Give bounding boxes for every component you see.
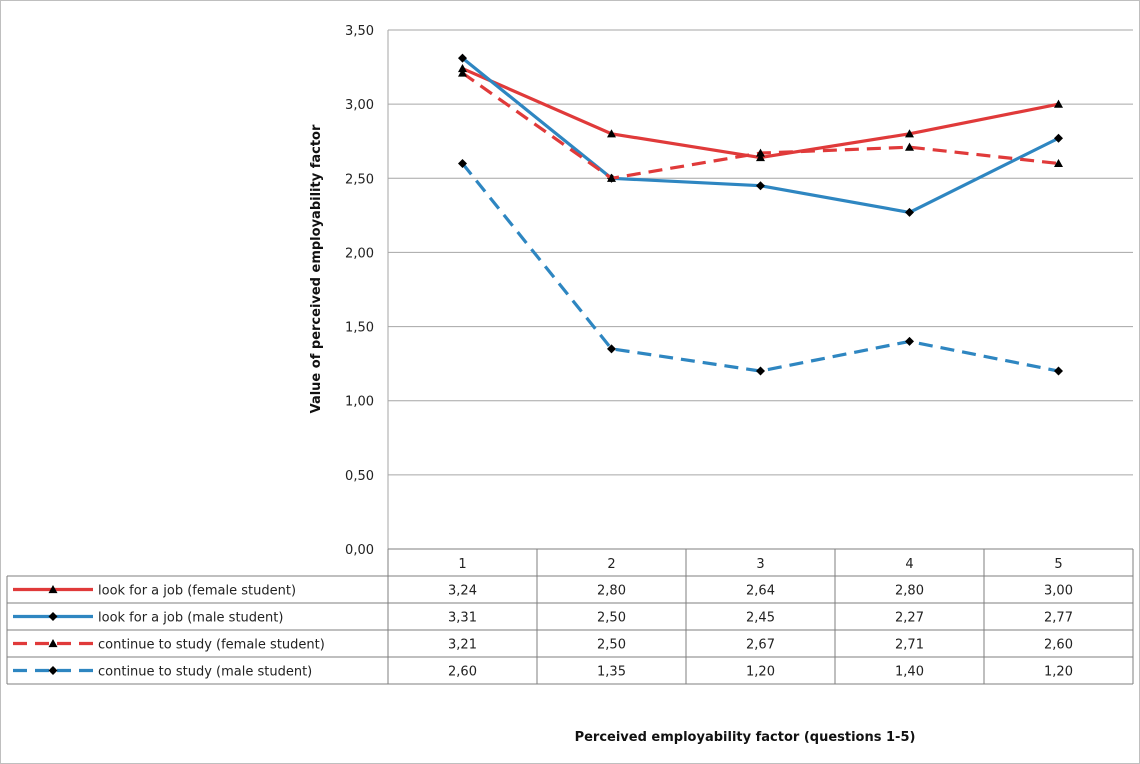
series-line — [461, 67, 1059, 160]
triangle-marker — [607, 173, 616, 182]
triangle-marker — [756, 153, 765, 162]
legend-entry: look for a job (male student) — [98, 611, 283, 626]
y-tick-label: 1,50 — [345, 321, 374, 336]
data-label: 2,67 — [746, 638, 775, 653]
diamond-marker — [905, 207, 914, 217]
data-label: 1,35 — [597, 665, 626, 680]
data-label: 3,00 — [1044, 584, 1073, 599]
diamond-marker — [756, 181, 765, 191]
diamond-marker — [458, 158, 467, 168]
y-axis-title: Value of perceived employability factor — [309, 124, 324, 413]
triangle-marker — [458, 68, 467, 77]
triangle-marker — [48, 585, 58, 594]
series-2 — [458, 53, 1063, 217]
legend-entry: continue to study (male student) — [98, 665, 312, 680]
gridlines — [387, 29, 1133, 550]
data-label: 1,40 — [895, 665, 924, 680]
triangle-marker — [905, 129, 914, 138]
y-tick-label: 3,50 — [345, 24, 374, 39]
x-tick-label: 2 — [607, 557, 615, 572]
data-label: 2,64 — [746, 584, 775, 599]
series-lines — [458, 53, 1063, 376]
data-label: 2,80 — [895, 584, 924, 599]
series-line — [461, 162, 1059, 373]
diamond-marker — [458, 53, 467, 63]
data-label: 3,24 — [448, 584, 477, 599]
y-tick-label: 0,50 — [345, 469, 374, 484]
diamond-marker — [48, 666, 58, 675]
y-tick-label: 3,00 — [345, 98, 374, 113]
data-label: 3,31 — [448, 611, 477, 626]
x-axis-title: Perceived employability factor (question… — [575, 730, 916, 745]
table-row: look for a job (male student) 3,31 2,50 2,4… — [13, 611, 1073, 626]
table-row: continue to study (female student) 3,21 2,… — [13, 638, 1073, 653]
data-label: 1,20 — [746, 665, 775, 680]
triangle-marker — [756, 148, 765, 157]
triangle-marker — [1054, 158, 1063, 168]
data-label: 2,50 — [597, 611, 626, 626]
data-label: 2,80 — [597, 584, 626, 599]
data-label: 2,77 — [1044, 611, 1073, 626]
legend-entry: continue to study (female student) — [98, 638, 325, 653]
triangle-marker — [1054, 99, 1063, 108]
data-label: 2,60 — [1044, 638, 1073, 653]
diamond-marker — [756, 366, 765, 376]
y-tick-label: 2,00 — [345, 246, 374, 261]
y-tick-label: 0,00 — [345, 543, 374, 558]
diamond-marker — [607, 344, 616, 354]
triangle-marker — [48, 639, 58, 648]
diamond-marker — [1054, 133, 1063, 143]
diamond-marker — [905, 336, 914, 346]
series-3 — [458, 68, 1063, 182]
data-label: 3,21 — [448, 638, 477, 653]
series-line — [461, 71, 1059, 180]
x-tick-label: 4 — [905, 557, 913, 572]
triangle-marker — [905, 142, 914, 151]
legend-entry: look for a job (female student) — [98, 584, 296, 599]
data-label: 2,50 — [597, 638, 626, 653]
table-row: look for a job (female student) 3,24 2,80 2… — [13, 584, 1073, 599]
diamond-marker — [1054, 366, 1063, 376]
y-axis-ticks: 0,00 0,50 1,00 1,50 2,00 2,50 3,00 3,50 — [345, 24, 374, 558]
x-tick-label: 1 — [458, 557, 466, 572]
y-tick-label: 2,50 — [345, 172, 374, 187]
data-label: 2,27 — [895, 611, 924, 626]
data-label: 2,45 — [746, 611, 775, 626]
y-tick-label: 1,00 — [345, 395, 374, 410]
data-table: 1 2 3 4 5 look for a job (female student) 3,24… — [6, 548, 1134, 685]
data-label: 1,20 — [1044, 665, 1073, 680]
x-tick-label: 5 — [1054, 557, 1062, 572]
triangle-marker — [458, 64, 467, 73]
series-1 — [458, 64, 1063, 162]
table-row: continue to study (male student) 2,60 1,35… — [13, 665, 1073, 680]
data-label: 2,60 — [448, 665, 477, 680]
x-tick-label: 3 — [756, 557, 764, 572]
data-label: 2,71 — [895, 638, 924, 653]
diamond-marker — [48, 612, 58, 621]
series-4 — [458, 158, 1063, 376]
triangle-marker — [607, 129, 616, 138]
